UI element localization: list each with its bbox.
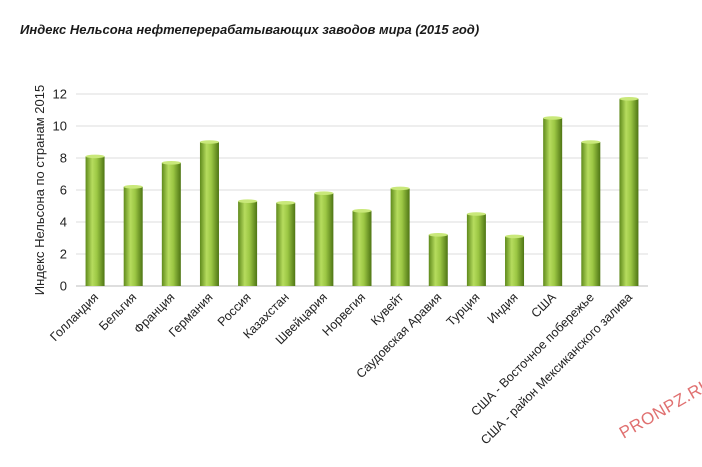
y-tick-label: 12 [53, 87, 67, 102]
bar [619, 98, 639, 286]
bar-top [466, 212, 486, 216]
bar [85, 156, 105, 286]
y-tick-label: 4 [60, 215, 67, 230]
bar-top [581, 140, 601, 144]
x-tick-label: Турция [444, 290, 483, 329]
bar [390, 188, 410, 286]
bar-top [619, 97, 639, 101]
bar [581, 142, 601, 286]
bar [352, 210, 372, 286]
bar [161, 162, 181, 286]
bar [466, 214, 486, 286]
bar [314, 193, 334, 286]
bar [199, 142, 219, 286]
bars [85, 97, 639, 286]
bar [276, 202, 296, 286]
x-tick-label: Индия [485, 290, 521, 326]
bar-top [199, 140, 219, 144]
bar-top [390, 186, 410, 191]
y-axis-ticks: 0 2 4 6 8 10 12 [53, 87, 67, 294]
x-tick-label: Голландия [47, 290, 101, 344]
bar-top [238, 199, 258, 203]
bar-top [505, 234, 525, 239]
bar [428, 234, 448, 286]
bar [123, 186, 143, 286]
bar-top [543, 116, 563, 120]
chart-title: Индекс Нельсона нефтеперерабатывающих за… [20, 22, 480, 37]
bar-top [314, 191, 334, 195]
y-tick-label: 0 [60, 279, 67, 294]
bar-top [428, 233, 448, 237]
bar-top [352, 209, 372, 213]
y-tick-label: 2 [60, 247, 67, 262]
x-tick-label: США [529, 290, 560, 321]
bar [505, 236, 525, 286]
bar-top [123, 185, 143, 189]
bar-top [85, 154, 105, 159]
bar [543, 118, 563, 286]
y-axis-label: Индекс Нельсона по странам 2015 [32, 85, 47, 295]
y-tick-label: 8 [60, 151, 67, 166]
y-tick-label: 6 [60, 183, 67, 198]
x-tick-label: Кувейт [368, 290, 406, 328]
bar-top [161, 161, 181, 165]
y-tick-label: 10 [53, 119, 67, 134]
bar [238, 201, 258, 286]
bar-top [276, 201, 296, 205]
